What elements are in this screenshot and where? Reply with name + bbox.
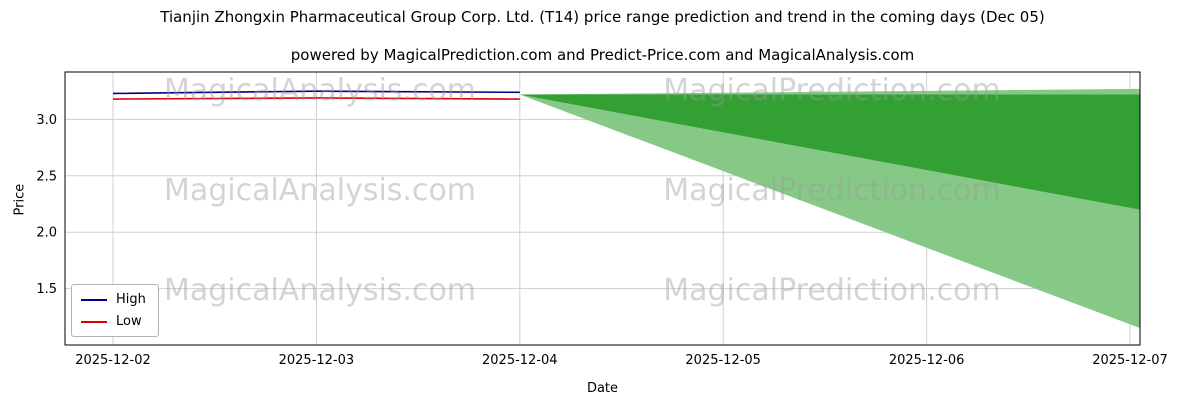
svg-text:2.0: 2.0 (36, 226, 57, 241)
legend-low-line-swatch (81, 320, 107, 323)
svg-text:2025-12-05: 2025-12-05 (685, 353, 761, 368)
svg-text:MagicalPrediction.com: MagicalPrediction.com (663, 73, 1001, 108)
svg-text:MagicalAnalysis.com: MagicalAnalysis.com (164, 73, 476, 108)
chart-title: Tianjin Zhongxin Pharmaceutical Group Co… (160, 8, 1045, 26)
svg-text:MagicalPrediction.com: MagicalPrediction.com (663, 173, 1001, 208)
chart-subtitle: powered by MagicalPrediction.com and Pre… (290, 46, 915, 64)
svg-text:3.0: 3.0 (36, 113, 57, 128)
svg-text:2025-12-06: 2025-12-06 (889, 353, 965, 368)
legend-item-low: Low (81, 314, 146, 329)
svg-text:2025-12-07: 2025-12-07 (1092, 353, 1168, 368)
legend-high-line-swatch (81, 298, 107, 301)
svg-text:2.5: 2.5 (36, 169, 57, 184)
legend: High Low (71, 284, 159, 337)
svg-text:2025-12-02: 2025-12-02 (75, 353, 151, 368)
svg-text:MagicalPrediction.com: MagicalPrediction.com (663, 273, 1001, 308)
legend-low-label: Low (116, 314, 142, 329)
svg-text:2025-12-03: 2025-12-03 (279, 353, 355, 368)
legend-high-label: High (116, 292, 146, 307)
x-axis-label: Date (586, 381, 619, 396)
svg-text:MagicalAnalysis.com: MagicalAnalysis.com (164, 273, 476, 308)
svg-text:1.5: 1.5 (36, 282, 57, 297)
svg-text:2025-12-04: 2025-12-04 (482, 353, 558, 368)
svg-text:MagicalAnalysis.com: MagicalAnalysis.com (164, 173, 476, 208)
legend-item-high: High (81, 292, 146, 307)
